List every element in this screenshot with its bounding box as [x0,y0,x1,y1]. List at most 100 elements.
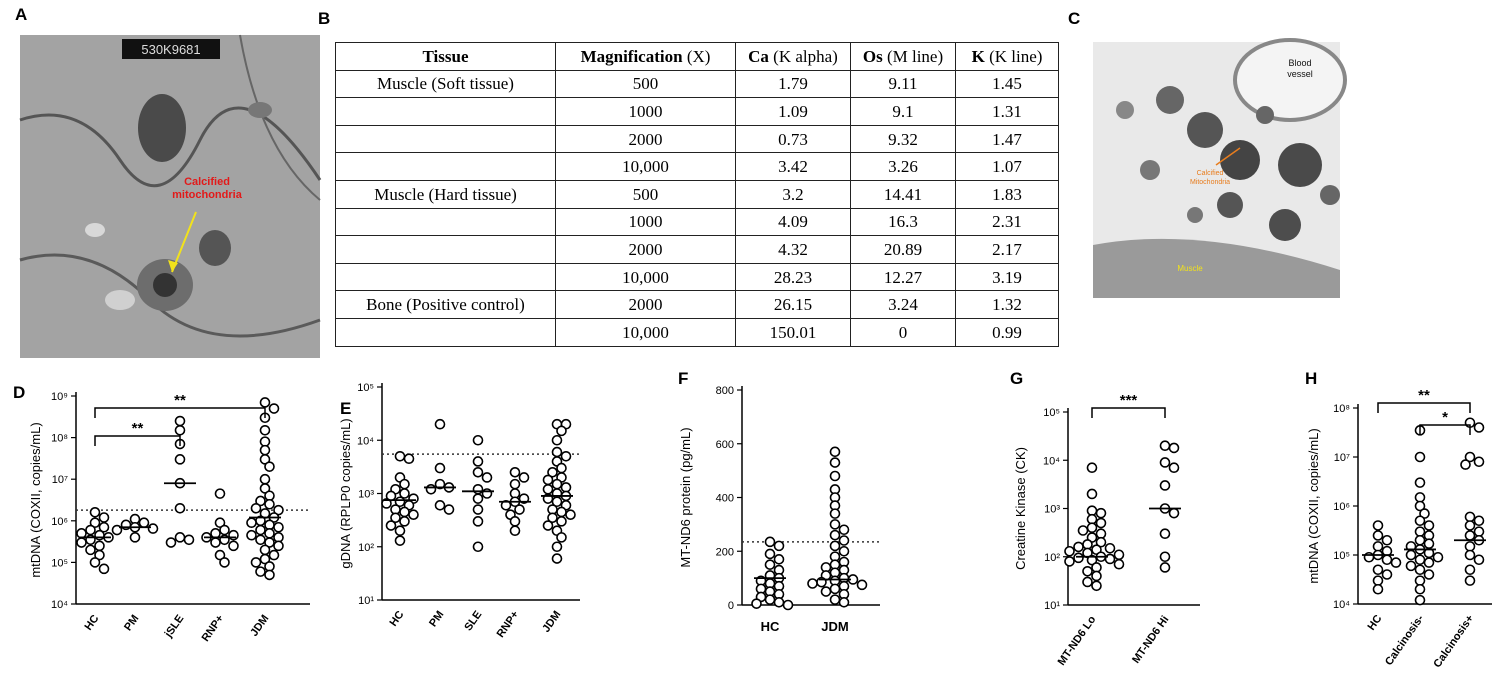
table-cell: 4.32 [735,235,851,264]
data-point [1064,545,1075,557]
header-name: Ca [748,46,769,66]
header-cell: Tissue [335,42,556,71]
data-point [264,519,275,531]
data-point [138,517,150,529]
data-point [1086,462,1098,474]
data-point [89,517,101,529]
data-point [1414,575,1426,586]
data-point [1423,557,1435,568]
data-point [259,444,271,456]
panel-label: F [678,369,688,388]
data-table: Tissue Magnification (X) Ca (K alpha) Os (M… [335,42,1059,347]
x-tick-label: JDM [248,613,271,639]
data-point [98,521,110,533]
table-cell: 0.73 [735,124,851,154]
data-point [1460,459,1471,470]
data-point [764,559,776,570]
data-point [443,504,455,515]
panel-label: B [318,9,330,28]
table-cell: 2.17 [955,235,1059,264]
data-point [94,549,105,561]
data-point [1414,515,1426,527]
data-point [560,482,572,493]
data-point [829,594,841,605]
data-point [264,528,275,539]
data-point [1086,522,1098,534]
data-point [551,496,563,508]
table-cell [335,207,556,237]
y-tick-label: 10⁹ [51,391,68,403]
data-point [174,502,186,514]
table-cell: 1000 [555,97,736,126]
data-point [264,498,275,510]
table-row: 2000 4.32 20.89 2.17 [335,235,1059,264]
table-cell: 150.01 [735,317,851,347]
data-point [394,525,406,537]
x-tick-label: HC [83,613,102,633]
data-point [174,415,186,427]
data-point [1159,480,1171,491]
x-tick-label: HC [1366,613,1385,633]
data-point [1095,528,1107,540]
table-cell: 1.09 [735,97,851,126]
x-tick-label: JDM [540,609,563,635]
table-cell: 0.99 [955,317,1059,347]
x-tick-label: PM [427,609,446,629]
table-cell: 1000 [555,207,736,237]
data-point [1464,564,1476,576]
data-point [751,598,762,609]
data-point [273,504,284,516]
data-point [408,509,419,520]
data-point [551,446,563,458]
data-point [273,532,284,543]
data-point [542,483,554,495]
data-point [264,569,275,581]
data-point [829,446,841,458]
table-cell: 9.1 [850,97,956,126]
data-point [273,521,284,533]
data-point [174,454,186,465]
data-point [264,490,275,502]
data-point [1104,553,1116,565]
data-point [472,504,484,515]
annotation: Calcified [1197,170,1224,177]
y-tick-label: 10⁴ [1043,455,1060,467]
data-point [394,535,406,546]
x-tick-label: SLE [462,609,484,633]
data-point [1381,569,1393,580]
table-cell: 2000 [555,290,736,319]
significance-label: * [1442,409,1448,426]
data-point [1113,549,1125,561]
data-point [228,540,239,552]
y-tick-label: 10⁴ [357,435,374,447]
panel-label: C [1068,9,1080,28]
data-point [556,506,567,518]
y-tick-label: 0 [728,600,734,612]
data-point [129,532,141,543]
header-cell: Magnification (X) [555,42,736,71]
y-tick-label: 10⁵ [1333,550,1350,562]
data-point [829,519,841,530]
data-point [1113,558,1125,570]
data-point [838,524,850,536]
data-point [509,516,521,527]
table-cell [335,317,556,347]
header-unit: (K line) [989,46,1043,66]
data-point [1464,575,1476,586]
x-tick-label: RNP+ [495,609,522,640]
data-point [1168,442,1180,454]
data-point [547,467,558,478]
data-point [1381,554,1393,566]
data-point [264,461,275,472]
x-tick-label: RNP+ [200,613,227,644]
data-point [1414,564,1426,576]
data-point [1381,534,1393,546]
data-point [1159,562,1171,573]
header-name: Tissue [422,46,469,66]
data-point [1095,536,1107,548]
data-point [509,467,521,478]
y-tick-label: 10² [1044,552,1060,564]
table-cell: 500 [555,69,736,99]
data-point [556,516,567,527]
data-point [259,544,271,556]
